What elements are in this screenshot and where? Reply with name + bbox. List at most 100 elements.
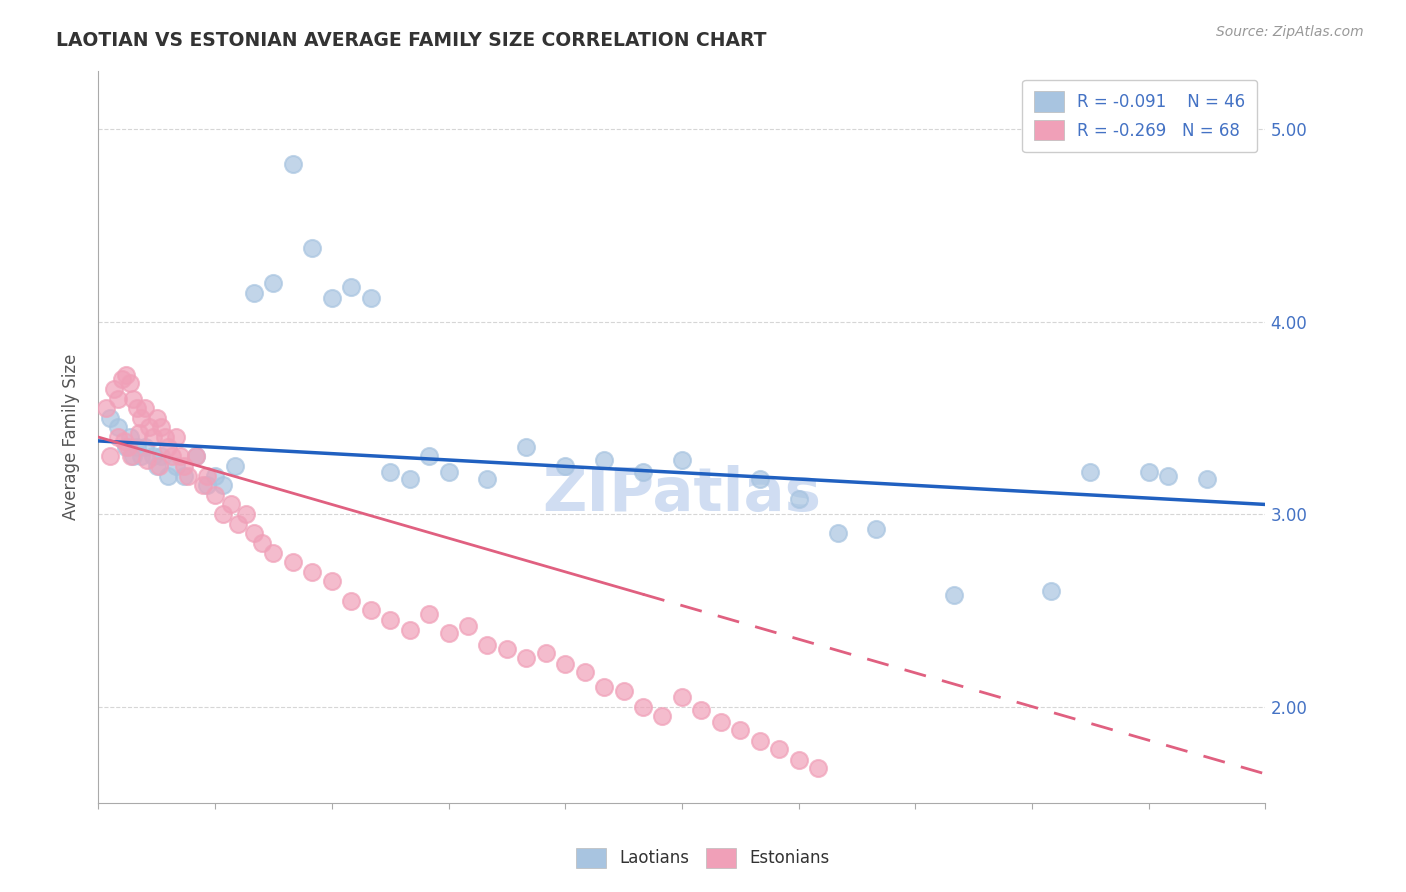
Point (281, 157, 304, 171)
Point (574, 665, 596, 679)
Point (134, 401, 156, 416)
Point (114, 440, 136, 454)
Point (554, 458, 576, 473)
Point (1080, 465, 1102, 479)
Point (515, 440, 537, 454)
Legend: Laotians, Estonians: Laotians, Estonians (569, 841, 837, 875)
Point (127, 401, 149, 416)
Point (1040, 584, 1063, 599)
Point (554, 657, 576, 672)
Point (142, 450, 165, 464)
Point (378, 613, 402, 627)
Point (1157, 468, 1180, 483)
Point (148, 458, 170, 473)
Point (219, 498, 242, 512)
Point (495, 641, 517, 656)
Point (228, 516, 250, 531)
Point (195, 478, 218, 492)
Point (671, 453, 693, 467)
Point (321, 574, 343, 589)
Point (212, 507, 235, 521)
Point (262, 545, 284, 559)
Point (593, 681, 616, 695)
Point (173, 458, 195, 473)
Point (398, 472, 420, 486)
Point (748, 734, 770, 748)
Point (177, 468, 200, 483)
Point (360, 292, 382, 306)
Point (418, 607, 440, 622)
Point (107, 420, 129, 434)
Point (631, 465, 654, 479)
Point (195, 468, 218, 483)
Point (162, 450, 184, 464)
Point (157, 468, 180, 483)
Point (165, 458, 187, 473)
Point (134, 440, 156, 454)
Point (118, 430, 141, 444)
Point (157, 440, 180, 454)
Point (149, 450, 172, 464)
Point (865, 523, 887, 537)
Point (114, 368, 136, 383)
Point (122, 392, 145, 406)
Point (250, 536, 273, 550)
Point (1195, 472, 1218, 486)
Point (943, 588, 966, 602)
Point (153, 430, 176, 444)
Text: ZIPatlas: ZIPatlas (543, 466, 821, 524)
Point (127, 440, 149, 454)
Point (243, 285, 266, 300)
Point (112, 434, 135, 448)
Point (398, 623, 420, 637)
Point (437, 626, 460, 640)
Point (690, 703, 713, 717)
Point (212, 478, 235, 492)
Point (340, 280, 363, 294)
Point (146, 458, 169, 473)
Point (117, 440, 139, 454)
Point (787, 754, 810, 768)
Point (118, 376, 141, 391)
Point (457, 618, 479, 632)
Point (340, 593, 363, 607)
Point (534, 646, 557, 660)
Point (107, 430, 129, 444)
Point (477, 472, 499, 486)
Point (477, 638, 499, 652)
Text: LAOTIAN VS ESTONIAN AVERAGE FAMILY SIZE CORRELATION CHART: LAOTIAN VS ESTONIAN AVERAGE FAMILY SIZE … (56, 31, 766, 50)
Point (169, 450, 191, 464)
Point (173, 468, 195, 483)
Point (129, 410, 152, 425)
Point (827, 526, 849, 541)
Point (136, 453, 159, 467)
Point (768, 742, 790, 756)
Point (515, 651, 537, 665)
Point (128, 426, 150, 441)
Point (321, 292, 343, 306)
Point (787, 491, 810, 506)
Point (107, 392, 129, 406)
Point (437, 465, 460, 479)
Text: Source: ZipAtlas.com: Source: ZipAtlas.com (1216, 25, 1364, 39)
Point (103, 382, 125, 396)
Point (138, 420, 160, 434)
Point (122, 450, 145, 464)
Point (612, 684, 634, 698)
Point (121, 450, 143, 464)
Point (165, 430, 187, 444)
Point (224, 458, 246, 473)
Point (184, 450, 207, 464)
Legend: R = -0.091    N = 46, R = -0.269   N = 68: R = -0.091 N = 46, R = -0.269 N = 68 (1022, 79, 1257, 152)
Point (631, 699, 654, 714)
Point (593, 453, 616, 467)
Point (262, 276, 284, 290)
Point (378, 465, 402, 479)
Point (281, 555, 304, 569)
Point (129, 450, 152, 464)
Point (418, 450, 440, 464)
Point (243, 526, 266, 541)
Point (149, 420, 172, 434)
Point (807, 761, 830, 775)
Point (111, 372, 134, 386)
